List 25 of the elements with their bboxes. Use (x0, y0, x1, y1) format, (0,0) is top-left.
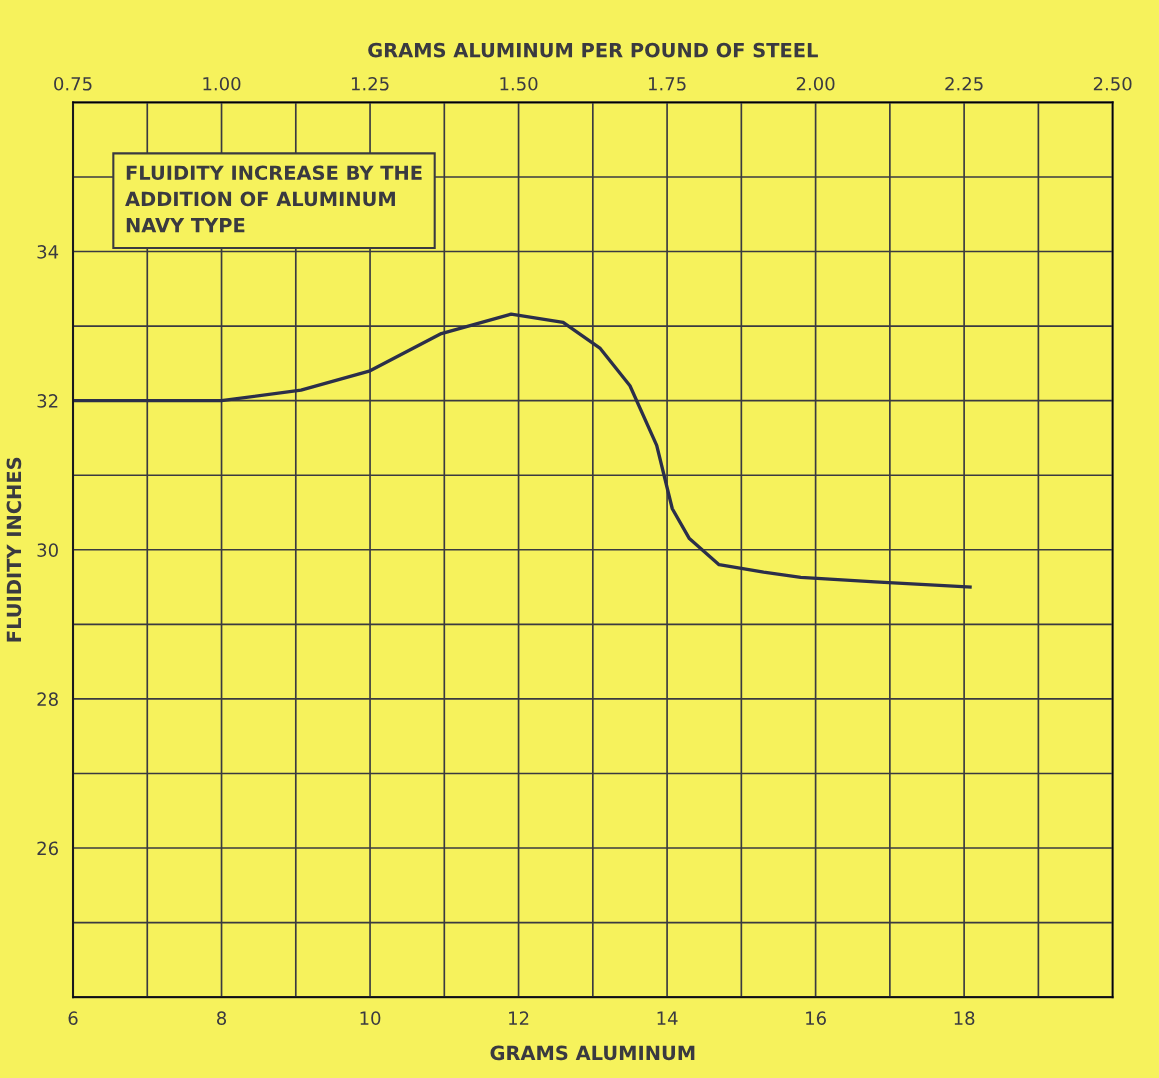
x2-tick-label: 1.00 (203, 76, 241, 91)
x-tick-label: 6 (68, 1011, 78, 1026)
x-tick-label: 16 (806, 1011, 826, 1026)
x2-tick-label: 2.25 (945, 76, 983, 91)
x2-axis-title: GRAMS ALUMINUM PER POUND OF STEEL (368, 42, 818, 58)
x-tick-label: 14 (657, 1011, 678, 1025)
y-tick-label: 26 (37, 841, 58, 856)
y-tick-label: 30 (37, 543, 58, 557)
y-tick-label: 32 (37, 394, 58, 408)
x-axis-title: GRAMS ALUMINUM (490, 1045, 695, 1061)
y-tick-label: 28 (37, 692, 58, 707)
y-tick-label: 34 (37, 244, 59, 259)
x2-tick-label: 1.25 (351, 76, 389, 91)
annotation: FLUIDITY INCREASE BY THE ADDITION OF ALUMINUM NAVY TYPE (125, 165, 422, 233)
x2-tick-label: 2.50 (1093, 76, 1132, 91)
x-tick-label: 10 (360, 1011, 381, 1026)
x2-tick-label: 1.50 (500, 76, 538, 91)
x-tick-label: 12 (509, 1011, 529, 1025)
y-axis-title: FLUIDITY INCHES (6, 457, 22, 642)
x-tick-label: 18 (954, 1011, 975, 1026)
line-series (73, 312, 972, 589)
x2-tick-label: 0.75 (54, 76, 92, 91)
x2-tick-label: 1.75 (648, 77, 686, 91)
x-tick-label: 8 (217, 1011, 227, 1026)
x2-tick-label: 2.00 (796, 76, 835, 91)
